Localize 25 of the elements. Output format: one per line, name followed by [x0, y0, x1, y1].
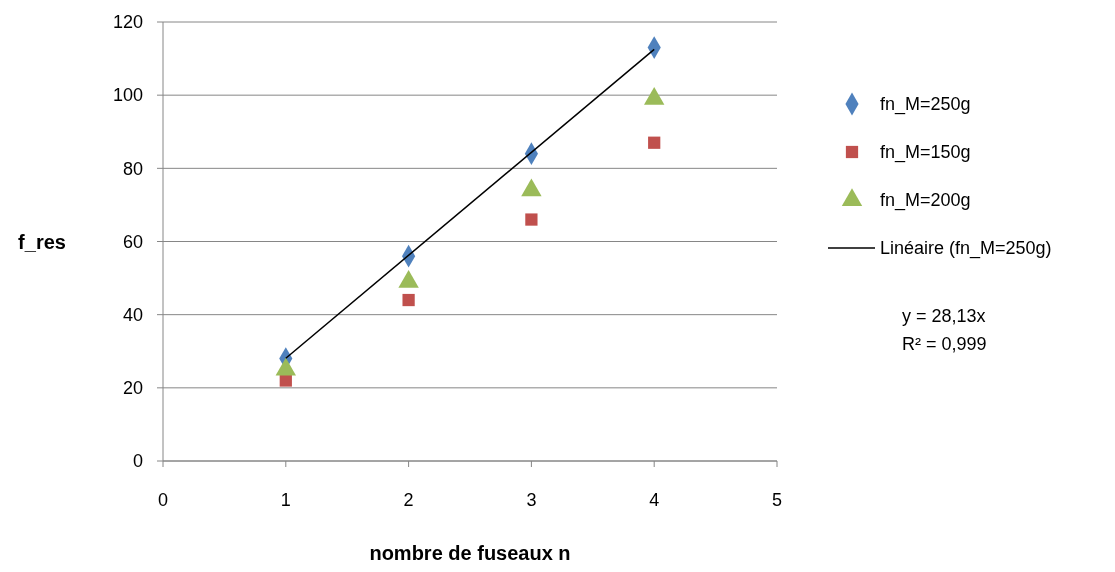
y-tick-label: 100: [112, 85, 143, 106]
y-tick-label: 0: [132, 451, 143, 472]
x-tick-label: 5: [771, 490, 783, 510]
y-tick-label: 40: [122, 304, 143, 325]
point: [402, 293, 415, 307]
point: [279, 374, 292, 387]
text: R² = 0,999: [902, 334, 987, 354]
x-axis-title: nombre de fuseaux n: [369, 542, 571, 564]
y-tick-label: 20: [122, 378, 143, 399]
y-axis-title: f_res: [18, 230, 66, 253]
legend-label: Linéaire (fn_M=250g): [880, 238, 1052, 260]
x-tick-label: 2: [403, 490, 414, 510]
point: [648, 136, 661, 149]
x-tick-label: 3: [526, 490, 537, 510]
legend-label: fn_M=250g: [880, 94, 971, 116]
legend-label: fn_M=150g: [880, 142, 971, 164]
x-tick-label: 0: [157, 490, 169, 510]
y-tick-label: 80: [122, 158, 143, 179]
x-tick-label: 1: [280, 490, 291, 510]
point: [525, 213, 538, 226]
x-tick-label: 4: [649, 490, 660, 510]
y-tick-label: 120: [112, 12, 143, 33]
legend-label: fn_M=200g: [880, 190, 971, 212]
y-tick-label: 60: [122, 231, 143, 252]
text: y = 28,13x: [902, 306, 986, 326]
